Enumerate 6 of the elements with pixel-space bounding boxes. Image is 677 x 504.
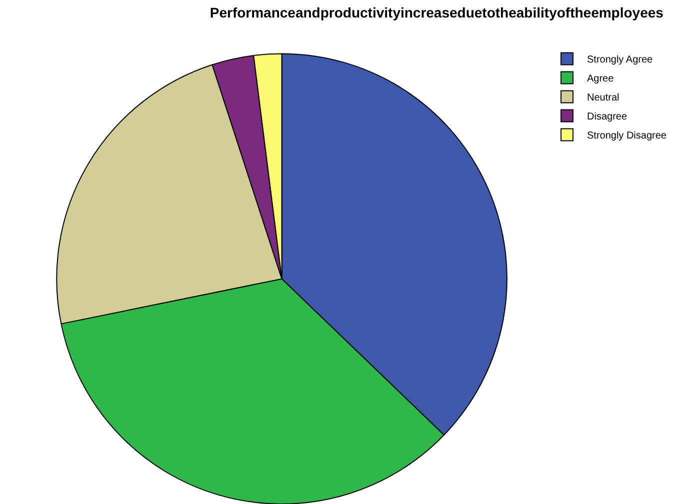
legend-label: Neutral bbox=[587, 92, 620, 104]
chart-title: Performanceandproductivityincreaseduetotheabilityoftheemployees bbox=[210, 4, 664, 20]
legend-label: Disagree bbox=[587, 112, 628, 123]
legend-label: Strongly Disagree bbox=[587, 130, 667, 142]
legend-label: Strongly Agree bbox=[587, 54, 654, 66]
legend-label: Agree bbox=[587, 74, 614, 85]
